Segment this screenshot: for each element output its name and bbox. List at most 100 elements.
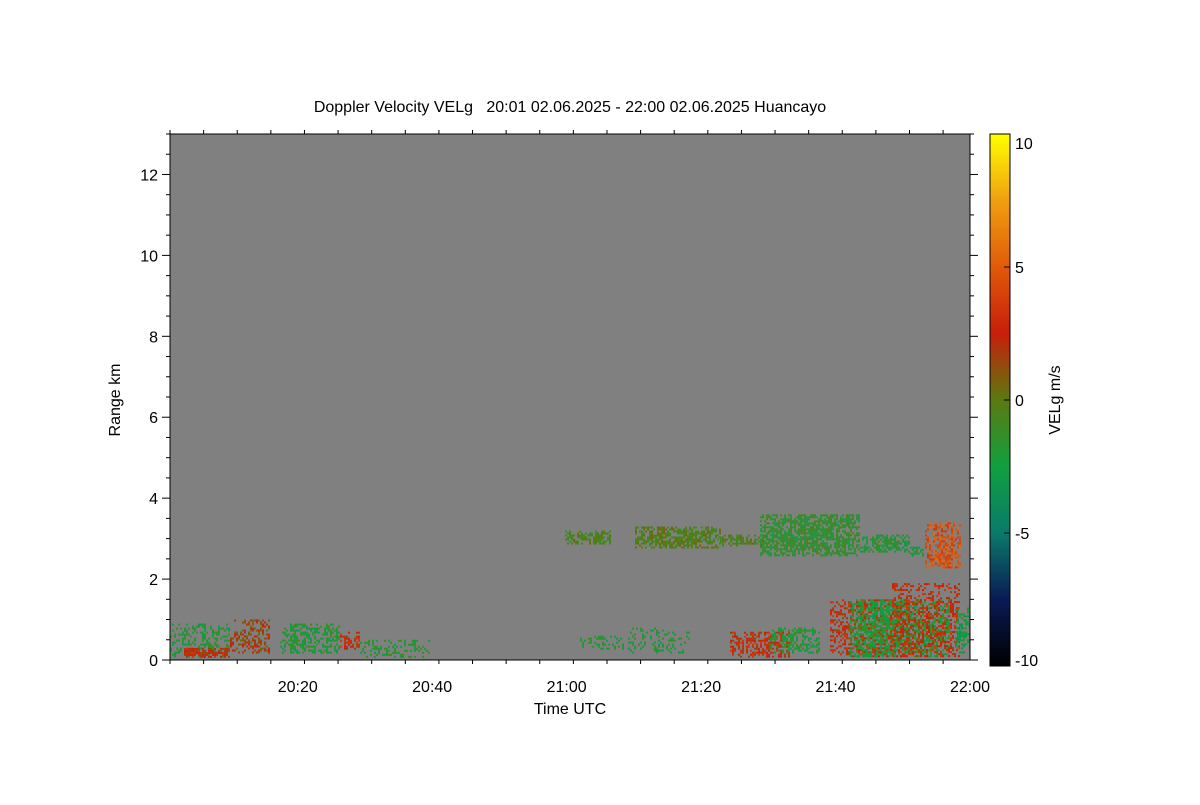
echo-pixel	[786, 633, 788, 636]
echo-pixel	[834, 611, 836, 614]
echo-pixel	[938, 653, 940, 656]
echo-pixel	[957, 560, 959, 563]
echo-pixel	[659, 544, 661, 547]
echo-pixel	[748, 540, 750, 543]
echo-pixel	[750, 639, 752, 642]
echo-pixel	[902, 625, 904, 628]
echo-pixel	[677, 542, 679, 545]
echo-pixel	[820, 542, 822, 545]
echo-pixel	[663, 536, 665, 539]
echo-pixel	[932, 637, 934, 640]
echo-pixel	[208, 637, 210, 640]
echo-pixel	[358, 637, 360, 640]
echo-pixel	[778, 629, 780, 632]
echo-pixel	[824, 518, 826, 521]
echo-pixel	[937, 560, 939, 563]
echo-pixel	[780, 643, 782, 646]
echo-pixel	[782, 641, 784, 644]
echo-pixel	[880, 550, 882, 553]
echo-pixel	[922, 589, 924, 592]
echo-pixel	[234, 633, 236, 636]
echo-pixel	[904, 599, 906, 602]
echo-pixel	[852, 518, 854, 521]
echo-pixel	[950, 609, 952, 612]
radar-echoes	[170, 514, 970, 658]
echo-pixel	[910, 625, 912, 628]
echo-pixel	[609, 536, 611, 539]
echo-pixel	[838, 611, 840, 614]
echo-pixel	[806, 538, 808, 541]
echo-pixel	[846, 520, 848, 523]
echo-pixel	[910, 613, 912, 616]
echo-pixel	[608, 643, 610, 646]
echo-pixel	[762, 538, 764, 541]
echo-pixel	[886, 629, 888, 632]
echo-pixel	[304, 623, 306, 626]
echo-pixel	[670, 637, 672, 640]
echo-pixel	[955, 643, 957, 646]
echo-pixel	[691, 542, 693, 545]
y-tick-label: 12	[140, 167, 158, 184]
echo-pixel	[752, 653, 754, 656]
echo-pixel	[949, 536, 951, 539]
echo-pixel	[940, 601, 942, 604]
echo-pixel	[794, 524, 796, 527]
echo-pixel	[952, 653, 954, 656]
echo-pixel	[876, 643, 878, 646]
echo-pixel	[934, 611, 936, 614]
y-tick-label: 4	[149, 491, 158, 508]
echo-pixel	[934, 645, 936, 648]
echo-pixel	[256, 621, 258, 624]
echo-pixel	[926, 615, 928, 618]
echo-pixel	[790, 514, 792, 517]
echo-pixel	[256, 629, 258, 632]
echo-pixel	[810, 526, 812, 529]
echo-pixel	[282, 631, 284, 634]
echo-pixel	[814, 522, 816, 525]
echo-pixel	[645, 526, 647, 529]
echo-pixel	[344, 643, 346, 646]
echo-pixel	[914, 621, 916, 624]
echo-pixel	[948, 655, 950, 658]
echo-pixel	[896, 546, 898, 549]
echo-pixel	[838, 544, 840, 547]
echo-pixel	[577, 542, 579, 545]
echo-pixel	[174, 653, 176, 656]
echo-pixel	[878, 550, 880, 553]
echo-pixel	[746, 540, 748, 543]
echo-pixel	[846, 524, 848, 527]
echo-pixel	[886, 609, 888, 612]
echo-pixel	[268, 637, 270, 640]
echo-pixel	[850, 528, 852, 531]
echo-pixel	[882, 623, 884, 626]
echo-pixel	[918, 645, 920, 648]
echo-pixel	[182, 641, 184, 644]
echo-pixel	[786, 645, 788, 648]
echo-pixel	[659, 534, 661, 537]
echo-pixel	[838, 542, 840, 545]
echo-pixel	[844, 639, 846, 642]
echo-pixel	[957, 613, 959, 616]
echo-pixel	[824, 522, 826, 525]
echo-pixel	[860, 599, 862, 602]
echo-pixel	[904, 613, 906, 616]
echo-pixel	[906, 607, 908, 610]
echo-pixel	[208, 653, 210, 656]
echo-pixel	[216, 633, 218, 636]
echo-pixel	[796, 643, 798, 646]
echo-pixel	[842, 540, 844, 543]
echo-pixel	[936, 655, 938, 658]
echo-pixel	[742, 645, 744, 648]
echo-pixel	[742, 639, 744, 642]
echo-pixel	[802, 520, 804, 523]
echo-pixel	[920, 615, 922, 618]
echo-pixel	[924, 645, 926, 648]
echo-pixel	[388, 639, 390, 642]
echo-pixel	[918, 621, 920, 624]
echo-pixel	[872, 538, 874, 541]
echo-pixel	[946, 649, 948, 652]
echo-pixel	[959, 623, 961, 626]
echo-pixel	[784, 548, 786, 551]
echo-pixel	[910, 653, 912, 656]
echo-pixel	[864, 544, 866, 547]
